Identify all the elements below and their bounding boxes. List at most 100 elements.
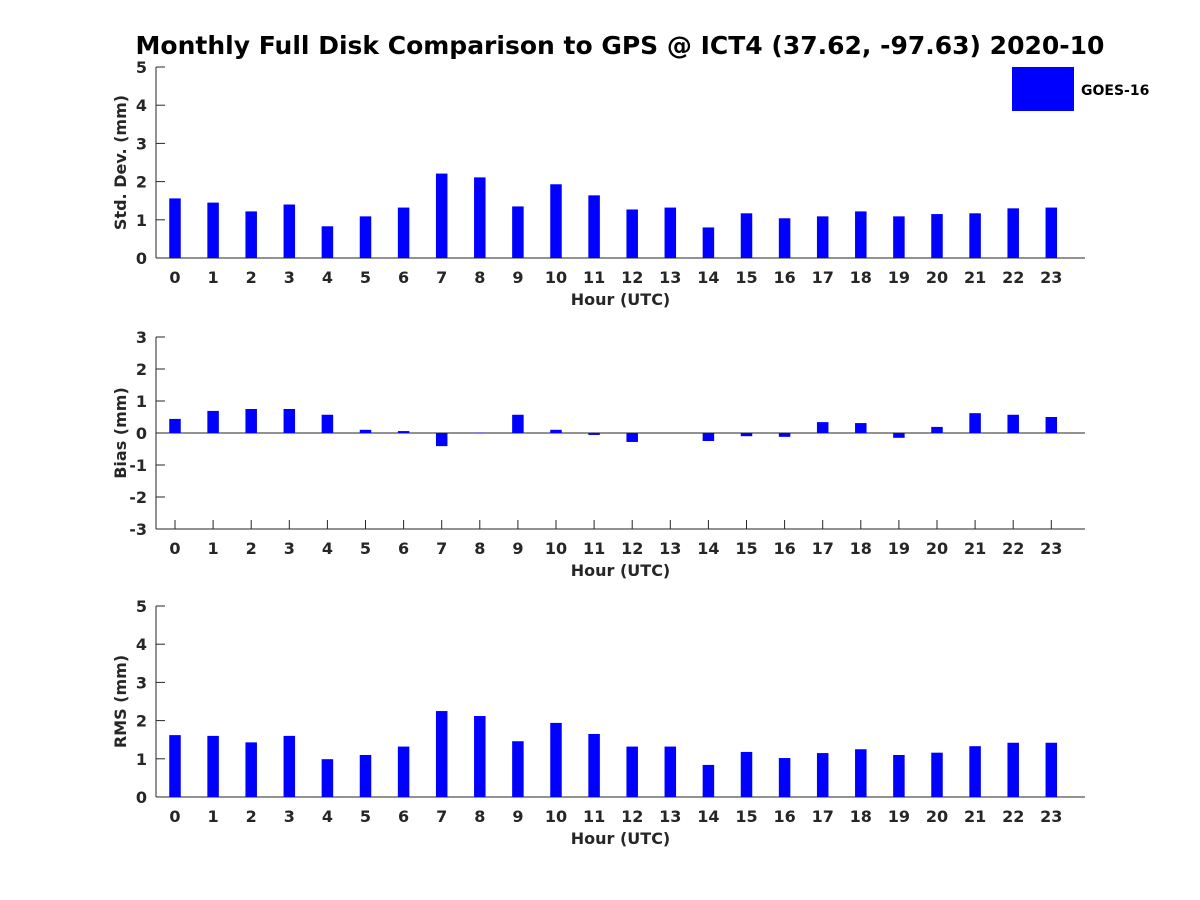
rms-y-tick-label: 5: [136, 597, 147, 616]
stddev-bar: [207, 202, 219, 258]
bias-x-tick-label: 4: [322, 539, 333, 558]
rms-x-tick-label: 23: [1040, 807, 1062, 826]
bias-bar: [816, 422, 829, 433]
stddev-bar: [1007, 208, 1019, 258]
rms-x-axis-label: Hour (UTC): [571, 829, 671, 848]
stddev-x-tick-label: 8: [474, 268, 485, 287]
stddev-bar: [359, 216, 372, 258]
bias-y-tick-label: -1: [129, 456, 147, 475]
rms-x-tick-label: 4: [322, 807, 333, 826]
stddev-bar: [588, 195, 600, 258]
stddev-x-tick-label: 1: [208, 268, 219, 287]
bias-x-tick-label: 16: [773, 539, 795, 558]
stddev-bar: [702, 227, 715, 258]
stddev-bar: [740, 213, 753, 258]
bias-x-tick-label: 12: [621, 539, 643, 558]
rms-bar: [740, 751, 753, 797]
rms-x-tick-label: 0: [169, 807, 180, 826]
rms-x-tick-label: 18: [850, 807, 872, 826]
rms-bar: [626, 746, 638, 797]
bias-x-tick-label: 0: [169, 539, 180, 558]
bias-x-tick-label: 11: [583, 539, 605, 558]
rms-bar: [1045, 742, 1058, 797]
stddev-x-tick-label: 5: [360, 268, 371, 287]
bias-x-tick-label: 19: [888, 539, 910, 558]
stddev-bar: [931, 214, 943, 258]
chart-title: Monthly Full Disk Comparison to GPS @ IC…: [136, 31, 1105, 60]
rms-bar: [245, 742, 257, 797]
bias-bar: [588, 433, 600, 435]
bias-x-tick-label: 8: [474, 539, 485, 558]
stddev-x-tick-label: 6: [398, 268, 409, 287]
stddev-bar: [778, 218, 791, 258]
stddev-x-tick-label: 20: [926, 268, 948, 287]
rms-y-tick-label: 3: [136, 673, 147, 692]
stddev-x-tick-label: 3: [284, 268, 295, 287]
bias-y-tick-label: -2: [129, 488, 147, 507]
rms-bar: [855, 749, 867, 797]
stddev-x-tick-label: 2: [246, 268, 257, 287]
legend-swatch: [1012, 67, 1074, 111]
rms-x-tick-label: 15: [735, 807, 757, 826]
bias-x-tick-label: 7: [436, 539, 447, 558]
rms-x-tick-label: 19: [888, 807, 910, 826]
bias-x-tick-label: 18: [850, 539, 872, 558]
stddev-bar: [283, 204, 296, 258]
bias-y-tick-label: 1: [136, 392, 147, 411]
bias-x-tick-label: 1: [208, 539, 219, 558]
rms-bar: [169, 735, 181, 797]
bias-x-tick-label: 17: [812, 539, 834, 558]
legend: GOES-16: [1012, 67, 1149, 111]
rms-y-tick-label: 0: [136, 788, 147, 807]
rms-x-tick-label: 9: [512, 807, 523, 826]
stddev-x-tick-label: 19: [888, 268, 910, 287]
rms-bar: [931, 752, 943, 797]
bias-x-tick-label: 9: [512, 539, 523, 558]
rms-x-tick-label: 10: [545, 807, 567, 826]
bias-bar: [931, 426, 943, 433]
rms-x-tick-label: 7: [436, 807, 447, 826]
rms-bar: [207, 735, 219, 797]
stddev-x-tick-label: 14: [697, 268, 719, 287]
stddev-y-tick-label: 0: [136, 249, 147, 268]
stddev-x-tick-label: 18: [850, 268, 872, 287]
rms-bar: [283, 735, 296, 797]
stddev-y-tick-label: 4: [136, 96, 147, 115]
stddev-bar: [397, 207, 410, 258]
stddev-bar: [855, 211, 867, 258]
bias-x-tick-label: 15: [735, 539, 757, 558]
rms-bar: [969, 746, 981, 797]
stddev-x-tick-label: 13: [659, 268, 681, 287]
stddev-x-axis-label: Hour (UTC): [571, 290, 671, 309]
rms-x-tick-label: 11: [583, 807, 605, 826]
rms-x-tick-label: 21: [964, 807, 986, 826]
rms-x-tick-label: 14: [697, 807, 719, 826]
rms-bar: [474, 716, 486, 797]
bias-bar: [855, 423, 867, 433]
stddev-bar: [893, 216, 905, 258]
stddev-bar: [626, 209, 638, 258]
stddev-x-tick-label: 10: [545, 268, 567, 287]
bias-x-axis-label: Hour (UTC): [571, 561, 671, 580]
rms-x-tick-label: 12: [621, 807, 643, 826]
rms-x-tick-label: 16: [773, 807, 795, 826]
rms-y-tick-label: 4: [136, 635, 147, 654]
stddev-bar: [1045, 207, 1058, 258]
rms-bar: [359, 754, 372, 797]
bias-bar: [1045, 417, 1058, 433]
bias-y-tick-label: 3: [136, 328, 147, 347]
bias-x-tick-label: 13: [659, 539, 681, 558]
stddev-bar: [435, 173, 448, 258]
bias-bar: [474, 432, 486, 434]
bias-bar: [702, 433, 715, 441]
bias-x-tick-label: 22: [1002, 539, 1024, 558]
stddev-bar: [245, 211, 257, 258]
bias-bar: [1007, 414, 1019, 433]
legend-label: GOES-16: [1081, 83, 1149, 99]
rms-x-tick-label: 20: [926, 807, 948, 826]
stddev-bar: [664, 207, 677, 258]
bias-y-tick-label: 2: [136, 360, 147, 379]
rms-bar: [893, 754, 905, 797]
